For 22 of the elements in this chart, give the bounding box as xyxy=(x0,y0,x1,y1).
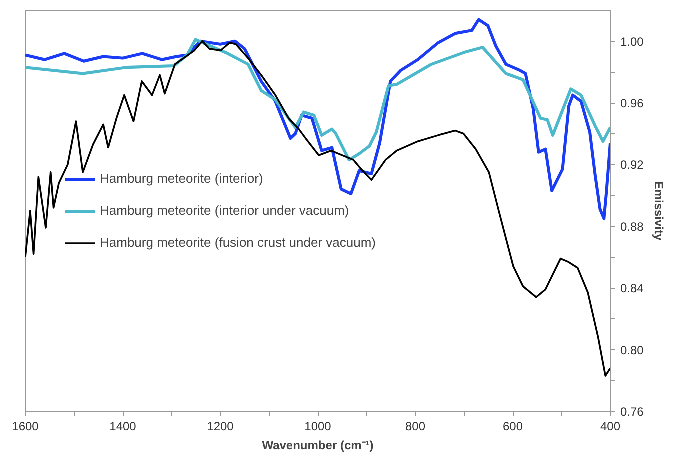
x-axis-title: Wavenumber (cm⁻¹) xyxy=(262,438,374,452)
line-series xyxy=(26,40,610,377)
x-tick-label: 600 xyxy=(502,420,524,434)
line-series xyxy=(26,18,610,220)
y-tick-label: 0.88 xyxy=(620,220,644,234)
legend-label: Hamburg meteorite (interior) xyxy=(100,171,264,186)
line-series xyxy=(26,38,610,162)
y-tick-label: 0.80 xyxy=(620,343,644,358)
legend-label: Hamburg meteorite (interior under vacuum) xyxy=(100,203,350,218)
legend-label: Hamburg meteorite (fusion crust under vacuum) xyxy=(100,235,376,250)
y-tick-label: 1.00 xyxy=(620,34,644,49)
x-tick-label: 1000 xyxy=(304,420,332,434)
y-tick-label: 0.92 xyxy=(620,158,644,172)
x-tick-label: 400 xyxy=(600,420,621,434)
y-axis-title: Emissivity xyxy=(652,181,666,242)
x-tick-label: 800 xyxy=(405,420,426,434)
y-tick-label: 0.76 xyxy=(620,405,644,419)
x-tick-label: 1600 xyxy=(12,420,40,434)
y-tick-label: 0.84 xyxy=(620,282,644,296)
x-tick-label: 1400 xyxy=(110,420,137,434)
x-tick-label: 1200 xyxy=(207,420,234,434)
y-tick-label: 0.96 xyxy=(620,96,644,111)
